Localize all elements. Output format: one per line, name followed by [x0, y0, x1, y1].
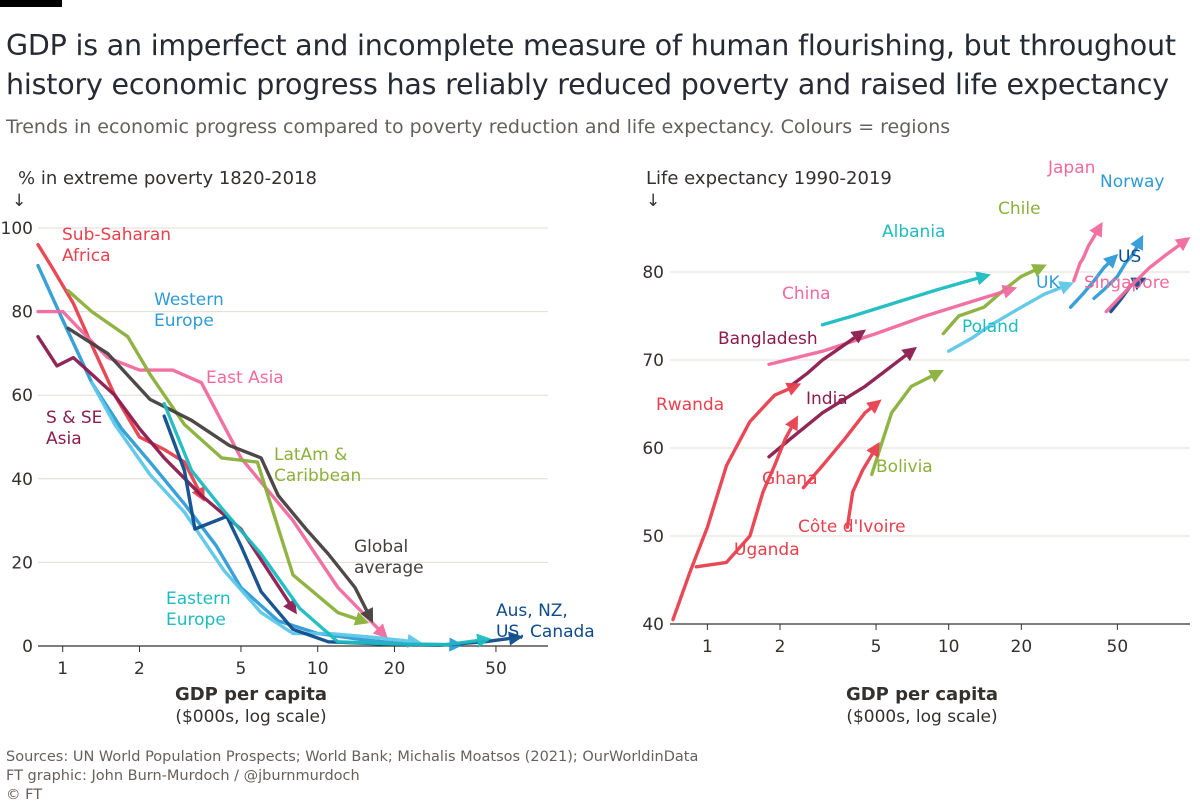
lifeexp-xtick-label: 5	[871, 637, 882, 657]
lifeexp-series-singapore	[1104, 236, 1191, 314]
poverty-ytick-label: 20	[11, 553, 33, 573]
lifeexp-ytick-label: 40	[642, 615, 664, 635]
lifeexp-series-uganda	[694, 415, 799, 569]
poverty-label-eastern-europe: Eastern	[166, 589, 231, 609]
lifeexp-label-norway: Norway	[1100, 172, 1165, 192]
lifeexp-series-japan	[1072, 221, 1103, 283]
lifeexp-xtick-label: 20	[1011, 637, 1033, 657]
lifeexp-label-albania: Albania	[882, 222, 945, 242]
poverty-series-s-se-asia	[36, 335, 297, 615]
credit-line: FT graphic: John Burn-Murdoch / @jburnmu…	[6, 768, 360, 784]
poverty-series-east-asia	[36, 309, 388, 639]
lifeexp-xtick-label: 10	[938, 637, 960, 657]
lifeexp-series-albania	[820, 271, 991, 327]
title-line-2: history economic progress has reliably r…	[6, 68, 1169, 101]
lifeexp-x-axis-subtitle: ($000s, log scale)	[846, 707, 997, 727]
lifeexp-xtick-label: 1	[702, 637, 713, 657]
lifeexp-panel-title: Life expectancy 1990-2019	[646, 168, 892, 189]
poverty-label-aus-nz-us-canada: Aus, NZ,	[496, 601, 568, 621]
poverty-x-axis-title: GDP per capita	[175, 684, 327, 705]
poverty-label-s-se-asia: Asia	[46, 429, 82, 449]
lifeexp-label-us: US	[1118, 247, 1141, 267]
poverty-ytick-label: 100	[1, 219, 33, 239]
poverty-label-sub-saharan-africa: Africa	[62, 246, 111, 266]
poverty-label-global-average: Global	[354, 537, 408, 557]
lifeexp-ytick-label: 80	[642, 263, 664, 283]
poverty-xtick-label: 2	[134, 659, 145, 679]
sources-line: Sources: UN World Population Prospects; …	[6, 749, 699, 765]
poverty-series-western-europe	[36, 263, 464, 652]
ft-brand-bar	[0, 0, 62, 7]
poverty-series-eastern-europe-tail	[162, 401, 492, 648]
poverty-label-global-average: average	[354, 558, 424, 578]
poverty-label-western-europe: Western	[154, 290, 224, 310]
poverty-label-s-se-asia: S & SE	[46, 408, 102, 428]
poverty-label-latam-caribbean: LatAm &	[274, 445, 347, 465]
poverty-series-global-average	[66, 326, 374, 624]
poverty-label-aus-nz-us-canada: US, Canada	[496, 622, 595, 642]
lifeexp-xtick-label: 50	[1107, 637, 1129, 657]
poverty-label-sub-saharan-africa: Sub-Saharan	[62, 225, 171, 245]
poverty-label-eastern-europe: Europe	[166, 610, 226, 630]
lifeexp-series-poland	[947, 281, 1074, 353]
poverty-ytick-label: 80	[11, 303, 33, 323]
lifeexp-series-bangladesh	[788, 329, 867, 389]
lifeexp-y-arrow: ↓	[646, 191, 660, 211]
charts-canvas: 0 20 40 60 80 100 1 2 5 10 20 50 % in extreme povert…	[1, 158, 1191, 727]
lifeexp-label-singapore: Singapore	[1084, 273, 1170, 293]
poverty-series-latam-caribbean	[66, 289, 370, 626]
chart-subtitle: Trends in economic progress compared to …	[6, 116, 951, 138]
lifeexp-label-india: India	[806, 389, 848, 409]
lifeexp-label-c-te-d-ivoire: Côte d'Ivoire	[798, 517, 906, 537]
poverty-label-east-asia: East Asia	[206, 368, 284, 388]
lifeexp-label-poland: Poland	[962, 317, 1019, 337]
lifeexp-series-chile	[941, 264, 1047, 336]
poverty-ytick-label: 60	[11, 386, 33, 406]
lifeexp-label-japan: Japan	[1047, 158, 1095, 178]
lifeexp-ytick-label: 50	[642, 527, 664, 547]
poverty-ytick-label: 0	[22, 637, 33, 657]
poverty-y-arrow: ↓	[12, 191, 26, 211]
lifeexp-label-rwanda: Rwanda	[656, 395, 724, 415]
poverty-xtick-label: 20	[384, 659, 406, 679]
poverty-xtick-label: 50	[485, 659, 507, 679]
title-line-1: GDP is an imperfect and incomplete measu…	[6, 29, 1176, 62]
lifeexp-xtick-label: 2	[775, 637, 786, 657]
lifeexp-label-chile: Chile	[998, 199, 1041, 219]
lifeexp-series-china	[767, 284, 1018, 367]
poverty-series-eastern-europe	[90, 381, 422, 649]
poverty-panel: 0 20 40 60 80 100 1 2 5 10 20 50 % in extreme povert…	[1, 168, 548, 727]
poverty-xtick-label: 1	[57, 659, 68, 679]
lifeexp-ytick-label: 60	[642, 439, 664, 459]
chart-title: GDP is an imperfect and incomplete measu…	[6, 26, 1196, 104]
source-notes: Sources: UN World Population Prospects; …	[6, 748, 698, 805]
lifeexp-label-ghana: Ghana	[762, 469, 818, 489]
lifeexp-series-norway	[1092, 234, 1144, 301]
poverty-panel-title: % in extreme poverty 1820-2018	[18, 168, 317, 189]
lifeexp-x-axis-title: GDP per capita	[846, 684, 998, 705]
lifeexp-label-uganda: Uganda	[734, 540, 800, 560]
lifeexp-ytick-label: 70	[642, 351, 664, 371]
lifeexp-label-china: China	[782, 284, 831, 304]
lifeexp-series-c-te-d-ivoire	[845, 441, 880, 529]
lifeexp-series-rwanda	[671, 382, 802, 622]
lifeexp-series-ghana	[801, 399, 882, 490]
poverty-label-latam-caribbean: Caribbean	[274, 466, 361, 486]
poverty-label-western-europe: Europe	[154, 311, 214, 331]
lifeexp-series-uk	[1068, 253, 1119, 309]
poverty-ytick-label: 40	[11, 470, 33, 490]
poverty-xtick-label: 10	[307, 659, 329, 679]
poverty-xtick-label: 5	[236, 659, 247, 679]
lifeexp-label-uk: UK	[1036, 273, 1060, 293]
poverty-x-axis-subtitle: ($000s, log scale)	[175, 707, 326, 727]
lifeexp-panel: 40 50 60 70 80 1 2 5 10 20 50 Life expectancy 1990-…	[642, 168, 1191, 727]
copyright-line: © FT	[6, 787, 43, 803]
lifeexp-label-bangladesh: Bangladesh	[718, 329, 818, 349]
lifeexp-label-bolivia: Bolivia	[876, 457, 933, 477]
